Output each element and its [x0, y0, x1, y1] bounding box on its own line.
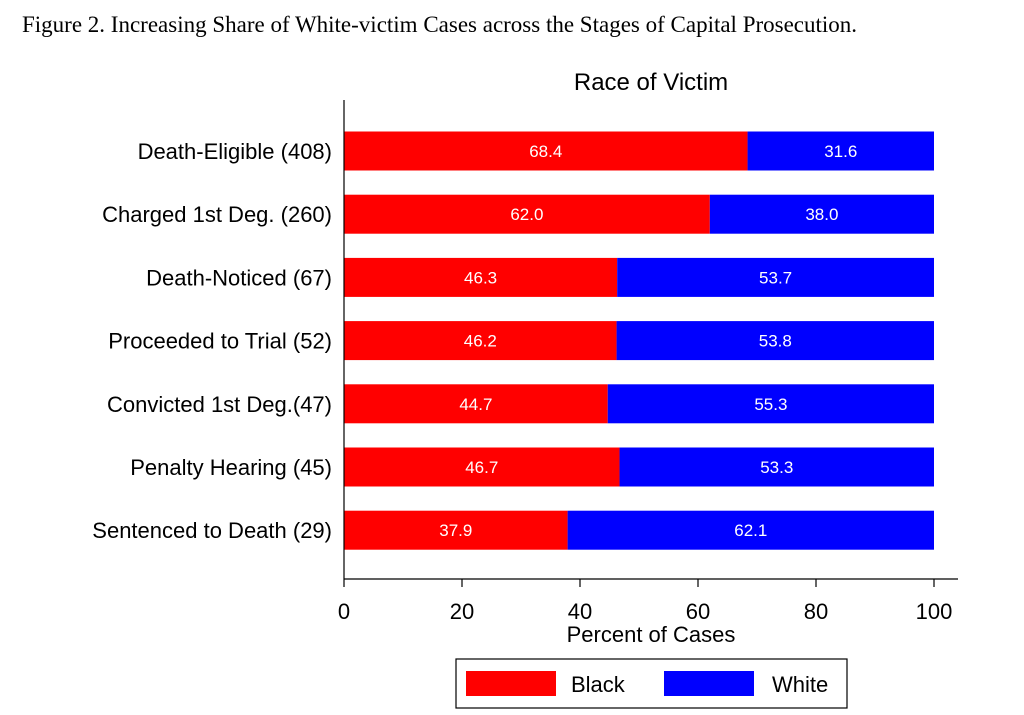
bar-value-label: 62.0 [510, 205, 543, 224]
legend: Black White [455, 658, 848, 709]
bar-black [344, 194, 710, 234]
category-labels-group: Death-Eligible (408) Charged 1st Deg. (26… [92, 139, 332, 543]
bar-white [747, 131, 934, 171]
x-tick-label: 20 [450, 599, 474, 624]
bar-value-label: 53.8 [759, 332, 792, 351]
bar-value-label: 46.7 [465, 458, 498, 477]
bar-value-label: 55.3 [754, 395, 787, 414]
bar-value-label: 37.9 [439, 521, 472, 540]
bar-white [607, 384, 934, 424]
x-tick-label: 0 [338, 599, 350, 624]
bar-white [616, 321, 934, 361]
bar-value-label: 62.1 [734, 521, 767, 540]
category-label: Charged 1st Deg. (260) [102, 202, 332, 227]
legend-label-white: White [772, 672, 828, 697]
category-label: Proceeded to Trial (52) [108, 329, 332, 354]
bar-black [344, 257, 618, 297]
bar-value-label: 31.6 [824, 142, 857, 161]
category-label: Sentenced to Death (29) [92, 518, 332, 543]
bar-black [344, 321, 617, 361]
bar-white [567, 510, 934, 550]
x-tick-label: 40 [568, 599, 592, 624]
bar-value-label: 53.7 [759, 268, 792, 287]
category-label: Death-Eligible (408) [138, 139, 332, 164]
category-label: Convicted 1st Deg.(47) [107, 392, 332, 417]
bar-black [344, 131, 748, 171]
legend-swatch-black [466, 671, 556, 696]
category-label: Death-Noticed (67) [146, 265, 332, 290]
legend-swatch-white [664, 671, 754, 696]
category-label: Penalty Hearing (45) [130, 455, 332, 480]
bar-white [709, 194, 934, 234]
x-axis-label: Percent of Cases [567, 622, 736, 647]
axes-group: 0 20 40 60 80 100 [338, 100, 958, 624]
bar-value-label: 68.4 [529, 142, 562, 161]
figure-title: Figure 2. Increasing Share of White-vict… [22, 12, 858, 37]
bar-black [344, 447, 620, 487]
bar-value-label: 44.7 [459, 395, 492, 414]
legend-label-black: Black [571, 672, 626, 697]
x-tick-label: 80 [804, 599, 828, 624]
x-tick-label: 60 [686, 599, 710, 624]
bar-black [344, 384, 608, 424]
chart-title: Race of Victim [574, 69, 728, 96]
bar-value-label: 46.2 [464, 332, 497, 351]
bar-labels-group: 68.4 31.6 62.0 38.0 46.3 53.7 46.2 53.8 44.7 55.3… [439, 142, 857, 540]
bar-value-label: 38.0 [805, 205, 838, 224]
x-tick-label: 100 [916, 599, 953, 624]
bar-value-label: 53.3 [760, 458, 793, 477]
bar-white [617, 257, 934, 297]
bar-black [344, 510, 568, 550]
bar-value-label: 46.3 [464, 268, 497, 287]
bars-group [344, 131, 934, 550]
bar-white [619, 447, 934, 487]
